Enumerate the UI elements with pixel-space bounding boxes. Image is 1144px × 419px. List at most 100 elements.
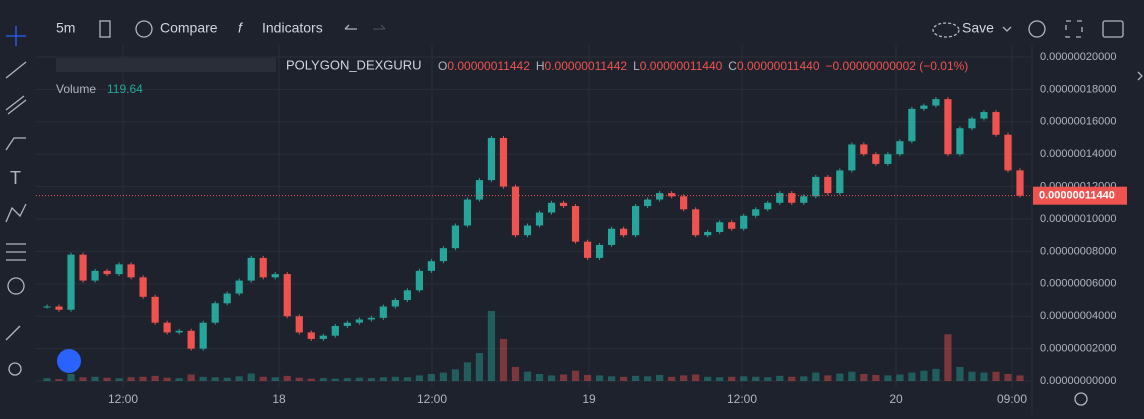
axis-settings[interactable] bbox=[1074, 392, 1088, 406]
candle-body bbox=[728, 222, 736, 229]
save-menu[interactable] bbox=[1002, 26, 1012, 32]
volume-value: 119.64 bbox=[107, 82, 143, 96]
volume-bar bbox=[127, 377, 135, 381]
candle-body bbox=[824, 176, 832, 194]
measure-tool[interactable] bbox=[5, 325, 21, 341]
candle-body bbox=[199, 322, 207, 349]
volume-bar bbox=[644, 376, 652, 381]
text-tool[interactable]: T bbox=[10, 168, 21, 188]
candle-body bbox=[607, 228, 616, 245]
ohlc-value: 0.00000011440 bbox=[737, 59, 820, 73]
volume-bar bbox=[487, 311, 496, 381]
volume-bar bbox=[451, 369, 460, 381]
compare-button[interactable]: Compare bbox=[160, 20, 218, 36]
undo-button[interactable] bbox=[344, 24, 357, 30]
candle-body bbox=[968, 118, 976, 129]
volume-bar bbox=[800, 376, 808, 381]
volume-bar bbox=[860, 374, 868, 381]
volume-bar bbox=[884, 375, 892, 381]
volume-bar bbox=[283, 375, 291, 381]
screenshot-button[interactable] bbox=[1102, 20, 1124, 38]
candle-body bbox=[992, 112, 1000, 135]
save-icon bbox=[932, 22, 960, 38]
y-tick-label: 0.00000008000 bbox=[1040, 245, 1116, 257]
candle-body bbox=[848, 144, 856, 171]
interval-button[interactable]: 5m bbox=[56, 20, 75, 36]
candle-body bbox=[764, 202, 772, 210]
volume-bar bbox=[355, 377, 363, 381]
volume-bar bbox=[391, 376, 399, 381]
candle-body bbox=[1016, 170, 1024, 196]
candle-body bbox=[644, 199, 652, 207]
candle-body bbox=[559, 202, 568, 207]
ohlc-key: H bbox=[536, 59, 545, 73]
volume-bar bbox=[343, 378, 351, 381]
prediction-tool[interactable] bbox=[6, 243, 26, 261]
candle-body bbox=[884, 154, 892, 164]
candle-body bbox=[139, 277, 147, 297]
candle-body bbox=[367, 317, 375, 320]
save-button[interactable]: Save bbox=[962, 20, 994, 36]
volume-bar bbox=[235, 376, 243, 381]
volume-bar bbox=[607, 376, 616, 381]
candle-body bbox=[43, 306, 51, 308]
candle-body bbox=[259, 257, 267, 278]
candle-body bbox=[896, 141, 904, 155]
candle-body bbox=[115, 264, 123, 275]
y-tick-label: 0.00000000000 bbox=[1040, 375, 1116, 387]
right-panel-toggle[interactable] bbox=[1137, 71, 1143, 81]
volume-bar bbox=[175, 378, 183, 381]
icon-tool[interactable] bbox=[7, 277, 25, 295]
pattern-tool[interactable] bbox=[5, 203, 27, 223]
fib-tool[interactable] bbox=[5, 95, 27, 115]
candle-body bbox=[223, 293, 231, 304]
candle-body bbox=[379, 306, 387, 318]
volume-bar bbox=[79, 377, 87, 381]
candle-body bbox=[307, 332, 315, 339]
x-tick-label: 18 bbox=[272, 392, 286, 406]
legend: POLYGON_DEXGURU O0.00000011442 H0.0000001… bbox=[56, 57, 968, 96]
candle-body bbox=[872, 154, 880, 164]
volume-bar bbox=[151, 375, 159, 381]
candle-body bbox=[67, 254, 75, 310]
fullscreen-button[interactable] bbox=[1065, 20, 1083, 38]
candle-body bbox=[668, 193, 676, 197]
redo-button[interactable] bbox=[373, 24, 386, 30]
volume-bar bbox=[992, 371, 1000, 381]
brush-tool[interactable] bbox=[5, 137, 26, 151]
left-toolbar: T bbox=[5, 26, 27, 376]
y-tick-label: 0.00000002000 bbox=[1040, 343, 1116, 355]
candle-body bbox=[716, 222, 724, 232]
candle-body bbox=[295, 316, 303, 333]
zoom-tool[interactable] bbox=[8, 362, 22, 376]
volume-bar bbox=[67, 374, 75, 381]
volume-bar bbox=[271, 377, 279, 381]
chart-type-button[interactable] bbox=[99, 20, 111, 38]
volume-bar bbox=[656, 374, 664, 381]
volume-bar bbox=[896, 374, 904, 381]
volume-bar bbox=[752, 376, 760, 381]
volume-title: Volume bbox=[56, 82, 96, 96]
hidden-name-bar bbox=[56, 58, 276, 72]
settings-button[interactable] bbox=[1028, 20, 1046, 38]
volume-bar bbox=[583, 374, 592, 381]
candle-body bbox=[812, 176, 820, 197]
logo[interactable] bbox=[57, 349, 81, 373]
indicators-button[interactable]: Indicators bbox=[262, 20, 323, 36]
volume-bar bbox=[55, 379, 63, 381]
volume-bar bbox=[535, 374, 544, 381]
volume-bar bbox=[247, 373, 255, 381]
x-tick-label: 20 bbox=[889, 392, 903, 406]
grid bbox=[36, 45, 1032, 388]
volume-bar bbox=[848, 371, 856, 381]
x-tick-label: 12:00 bbox=[727, 392, 757, 406]
y-tick-label: 0.00000006000 bbox=[1040, 278, 1116, 290]
candle-body bbox=[439, 248, 448, 262]
candle-body bbox=[680, 196, 688, 210]
trendline-tool[interactable] bbox=[5, 61, 27, 79]
candle-body bbox=[391, 300, 399, 307]
candle-body bbox=[1004, 134, 1012, 171]
last-price-box bbox=[1033, 186, 1127, 205]
crosshair-tool[interactable] bbox=[6, 26, 26, 46]
